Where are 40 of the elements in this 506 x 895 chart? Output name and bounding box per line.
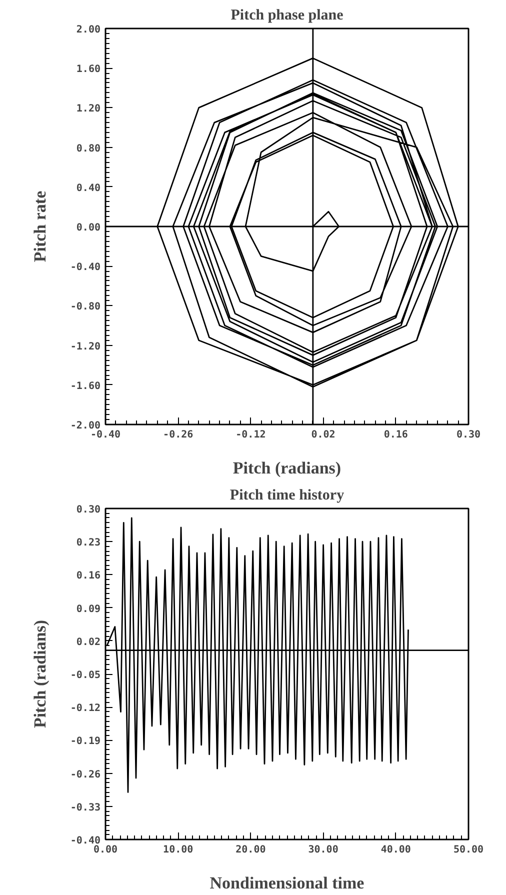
y-tick-label: 0.23	[76, 538, 101, 549]
y-axis-title: Pitch rate	[30, 190, 50, 262]
y-tick-label: 0.02	[76, 636, 101, 648]
x-tick-label: 40.00	[380, 844, 411, 856]
x-tick-label: 50.00	[453, 844, 484, 856]
x-tick-label: 0.30	[456, 430, 481, 440]
y-tick-label: 1.20	[76, 104, 101, 115]
y-tick-label: 0.80	[76, 143, 101, 154]
x-tick-label: 0.00	[93, 844, 118, 856]
y-tick-label: -0.12	[70, 703, 101, 714]
x-tick-label: -0.40	[90, 430, 121, 440]
x-tick-label: 0.16	[384, 430, 408, 440]
y-tick-label: -0.80	[70, 302, 101, 313]
y-tick-label: -0.19	[70, 736, 101, 748]
x-tick-label: 0.02	[311, 430, 336, 440]
chart-title: Pitch time history	[230, 488, 345, 504]
y-tick-label: -0.33	[70, 802, 101, 814]
y-tick-label: -1.20	[70, 341, 101, 352]
y-tick-label: -0.40	[70, 836, 101, 846]
y-tick-label: 0.30	[76, 504, 101, 516]
y-tick-label: 0.40	[76, 182, 101, 194]
x-tick-label: 20.00	[236, 844, 266, 856]
y-tick-label: -0.40	[70, 262, 101, 274]
y-tick-label: 0.16	[76, 570, 101, 582]
y-tick-label: -2.00	[70, 420, 101, 432]
y-tick-label: 0.09	[76, 604, 101, 615]
x-tick-label: -0.12	[236, 430, 266, 440]
x-axis-title: Nondimensional time	[210, 874, 365, 892]
y-tick-label: -0.26	[70, 769, 101, 780]
y-tick-label: -0.05	[70, 670, 101, 681]
y-axis-title: Pitch (radians)	[30, 620, 50, 728]
x-tick-label: 30.00	[308, 844, 338, 856]
x-tick-label: 10.00	[163, 844, 194, 856]
x-axis-title: Pitch (radians)	[232, 458, 342, 478]
y-tick-label: -1.60	[70, 380, 101, 392]
chart-title: Pitch phase plane	[230, 8, 344, 24]
y-tick-label: 0.00	[76, 222, 101, 234]
x-tick-label: -0.26	[163, 430, 194, 440]
y-tick-label: 2.00	[76, 24, 101, 36]
y-tick-label: 1.60	[76, 64, 101, 76]
